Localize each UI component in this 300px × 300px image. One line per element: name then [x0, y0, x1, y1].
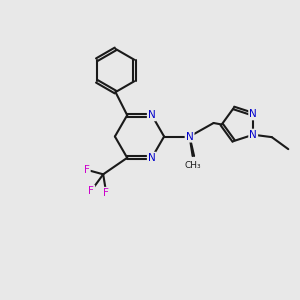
Text: CH₃: CH₃ — [184, 161, 201, 170]
Text: F: F — [84, 165, 90, 175]
Text: F: F — [88, 186, 94, 196]
Text: N: N — [148, 110, 156, 120]
Text: N: N — [249, 109, 257, 119]
Text: N: N — [148, 153, 156, 163]
Text: N: N — [186, 131, 194, 142]
Text: F: F — [103, 188, 109, 198]
Text: N: N — [249, 130, 257, 140]
